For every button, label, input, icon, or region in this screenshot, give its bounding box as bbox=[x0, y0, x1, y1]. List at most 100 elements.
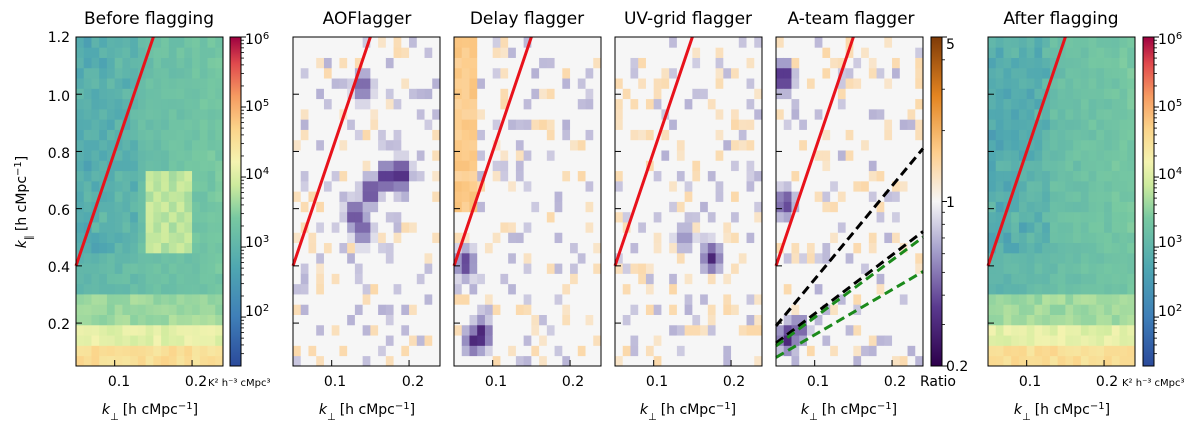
heatmap-cell bbox=[161, 242, 170, 254]
heatmap-cell bbox=[523, 294, 532, 305]
heatmap-cell bbox=[523, 355, 532, 367]
heatmap-cell bbox=[669, 98, 678, 110]
cb-left-unit-label: K² h⁻³ cMpc³ bbox=[208, 378, 271, 389]
heatmap-cell bbox=[884, 67, 893, 79]
heatmap-cell bbox=[907, 314, 916, 326]
heatmap-cell bbox=[806, 252, 816, 264]
heatmap-cell bbox=[409, 314, 418, 326]
heatmap-cell bbox=[554, 139, 563, 151]
heatmap-cell bbox=[653, 211, 662, 223]
heatmap-cell bbox=[91, 304, 100, 315]
heatmap-cell bbox=[409, 160, 418, 172]
heatmap-cell bbox=[899, 98, 908, 110]
heatmap-cell bbox=[1065, 150, 1074, 161]
heatmap-cell bbox=[385, 129, 394, 141]
heatmap-cell bbox=[308, 335, 317, 346]
heatmap-cell bbox=[339, 232, 348, 244]
heatmap-cell bbox=[669, 355, 678, 367]
heatmap-cell bbox=[868, 345, 877, 357]
heatmap-cell bbox=[707, 170, 716, 182]
heatmap-cell bbox=[570, 252, 579, 264]
heatmap-cell bbox=[432, 273, 441, 285]
heatmap-cell bbox=[1127, 160, 1136, 172]
heatmap-cell bbox=[837, 139, 847, 151]
heatmap-cell bbox=[822, 88, 831, 100]
heatmap-cell bbox=[130, 98, 139, 110]
heatmap-cell bbox=[432, 37, 441, 48]
heatmap-cell bbox=[323, 201, 333, 213]
heatmap-cell bbox=[738, 201, 747, 213]
heatmap-cell bbox=[308, 170, 317, 182]
heatmap-cell bbox=[484, 98, 494, 110]
heatmap-cell bbox=[378, 160, 387, 172]
heatmap-cell bbox=[137, 222, 147, 233]
heatmap-cell bbox=[715, 294, 724, 305]
heatmap-cell bbox=[531, 222, 540, 233]
heatmap-cell bbox=[1073, 139, 1082, 151]
heatmap-cell bbox=[700, 78, 709, 89]
heatmap-cell bbox=[461, 57, 470, 69]
heatmap-cell bbox=[562, 98, 571, 110]
heatmap-cell bbox=[1119, 273, 1128, 285]
heatmap-cell bbox=[215, 98, 224, 110]
heatmap-cell bbox=[861, 273, 870, 285]
heatmap-cell bbox=[523, 129, 532, 141]
heatmap-cell bbox=[1073, 119, 1082, 130]
heatmap-cell bbox=[76, 37, 85, 48]
heatmap-cell bbox=[300, 232, 309, 244]
x-axis-label-uvgrid: k⊥ [h cMpc−1] bbox=[640, 401, 736, 423]
heatmap-cell bbox=[754, 273, 763, 285]
heatmap-cell bbox=[401, 108, 410, 120]
heatmap-cell bbox=[316, 273, 325, 285]
heatmap-cell bbox=[461, 160, 470, 172]
heatmap-cell bbox=[523, 201, 532, 213]
heatmap-cell bbox=[122, 242, 131, 254]
heatmap-cell bbox=[653, 191, 662, 202]
heatmap-cell bbox=[1080, 201, 1089, 213]
heatmap-cell bbox=[515, 263, 525, 274]
heatmap-cell bbox=[168, 324, 177, 336]
heatmap-cell bbox=[477, 119, 486, 130]
heatmap-cell bbox=[393, 170, 402, 182]
heatmap-cell bbox=[153, 150, 162, 161]
heatmap-cell bbox=[454, 119, 463, 130]
heatmap-cell bbox=[830, 98, 839, 110]
heatmap-cell bbox=[707, 211, 716, 223]
heatmap-cell bbox=[316, 355, 325, 367]
heatmap-cell bbox=[432, 335, 441, 346]
heatmap-cell bbox=[130, 37, 139, 48]
heatmap-cell bbox=[484, 345, 494, 357]
heatmap-cell bbox=[461, 294, 470, 305]
heatmap-cell bbox=[876, 129, 885, 141]
heatmap-cell bbox=[868, 242, 877, 254]
heatmap-cell bbox=[145, 273, 154, 285]
axes-frame-before bbox=[75, 36, 224, 367]
heatmap-cell bbox=[593, 191, 602, 202]
heatmap-cell bbox=[638, 252, 647, 264]
heatmap-cell bbox=[339, 211, 348, 223]
heatmap-cell bbox=[554, 273, 563, 285]
heatmap-cell bbox=[669, 170, 678, 182]
heatmap-cell bbox=[469, 222, 478, 233]
heatmap-cell bbox=[622, 139, 631, 151]
heatmap-cell bbox=[754, 294, 763, 305]
heatmap-cell bbox=[822, 273, 831, 285]
heatmap-cell bbox=[1057, 67, 1066, 79]
heatmap-cell bbox=[776, 37, 785, 48]
heatmap-cell bbox=[884, 232, 893, 244]
heatmap-cell bbox=[995, 150, 1004, 161]
heatmap-cell bbox=[822, 37, 831, 48]
heatmap-cell bbox=[907, 150, 916, 161]
heatmap-cell bbox=[776, 294, 785, 305]
heatmap-cell bbox=[861, 57, 870, 69]
heatmap-cell bbox=[1065, 252, 1074, 264]
heatmap-cell bbox=[168, 222, 177, 233]
heatmap-cell bbox=[645, 47, 655, 58]
heatmap-cell bbox=[738, 129, 747, 141]
heatmap-cell bbox=[145, 324, 154, 336]
heatmap-cell bbox=[593, 67, 602, 79]
heatmap-cell bbox=[484, 119, 494, 130]
heatmap-cell bbox=[995, 78, 1004, 89]
heatmap-cell bbox=[523, 304, 532, 315]
heatmap-cell bbox=[884, 191, 893, 202]
